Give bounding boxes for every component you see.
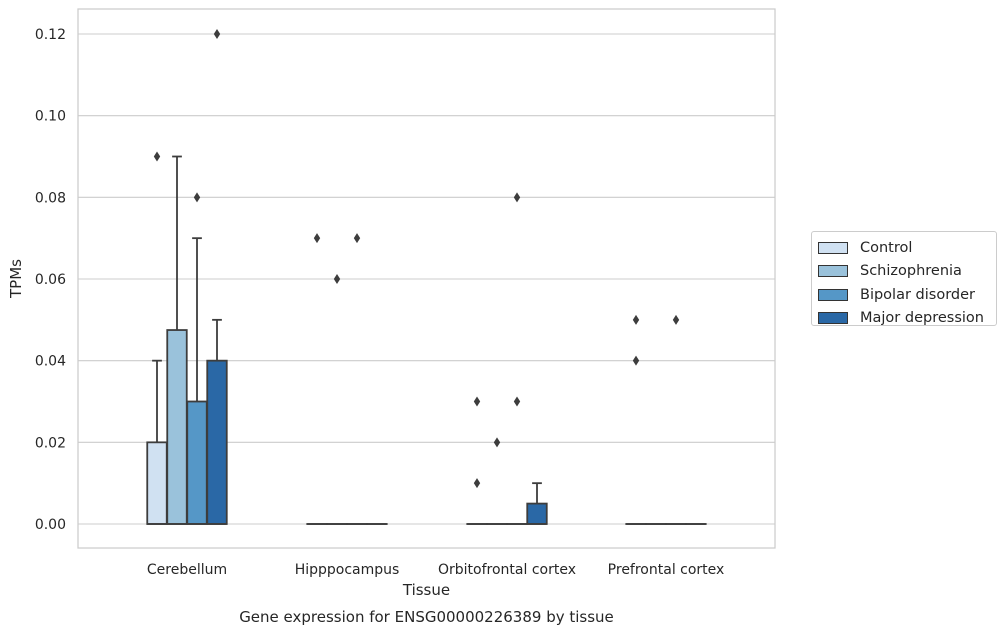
box: [146, 441, 168, 525]
box-schizophrenia: [166, 155, 188, 525]
outlier-point: [213, 29, 221, 39]
x-axis: Cerebellum Hipppocampus Orbitofrontal cort…: [147, 562, 724, 578]
box-control: [146, 151, 168, 525]
plot-frame: [77, 8, 776, 549]
y-tick-label: 0.10: [35, 109, 66, 125]
legend-item: Major depression: [818, 307, 996, 331]
y-tick-label: 0.12: [35, 27, 66, 43]
x-axis-title: Tissue: [402, 581, 450, 599]
outlier-point: [513, 192, 521, 203]
y-tick-label: 0.00: [35, 517, 66, 533]
box-bipolar-disorder: [346, 233, 368, 525]
outlier-point: [632, 314, 640, 325]
legend: Control Schizophrenia Bipolar disorder Majo…: [811, 231, 997, 326]
box: [186, 400, 208, 525]
outlier-point: [672, 314, 680, 325]
box-bipolar-disorder: [665, 314, 687, 525]
legend-swatch: [818, 265, 848, 278]
outlier-point: [333, 274, 341, 284]
box-bipolar-disorder: [506, 192, 528, 525]
y-tick-label: 0.04: [35, 354, 66, 370]
y-tick-label: 0.06: [35, 272, 66, 288]
legend-swatch: [818, 241, 848, 254]
box-schizophrenia: [486, 437, 508, 525]
y-tick-label: 0.08: [35, 190, 66, 206]
legend-swatch: [818, 288, 848, 301]
outlier-point: [193, 192, 201, 203]
outlier-point: [632, 355, 640, 366]
outlier-point: [473, 396, 481, 407]
outlier-point: [513, 396, 521, 407]
box: [166, 329, 188, 525]
legend-swatch: [818, 312, 848, 325]
y-axis: 0.00 0.02 0.04 0.06 0.08 0.10 0.12: [35, 27, 66, 533]
outlier-point: [473, 478, 481, 489]
box-control: [306, 233, 328, 525]
box-plot-area: [146, 29, 707, 525]
x-tick-label: Hipppocampus: [295, 562, 400, 578]
box-bipolar-disorder: [186, 192, 208, 525]
x-tick-label: Orbitofrontal cortex: [438, 562, 576, 578]
y-tick-label: 0.02: [35, 435, 66, 451]
y-axis-title: TPMs: [7, 259, 25, 299]
x-tick-label: Cerebellum: [147, 562, 227, 578]
box: [526, 502, 548, 525]
outlier-point: [353, 233, 361, 244]
legend-label: Control: [860, 239, 913, 256]
legend-item: Control: [818, 236, 996, 260]
outlier-point: [153, 151, 161, 162]
box-control: [625, 314, 647, 525]
legend-item: Schizophrenia: [818, 260, 996, 284]
x-tick-label: Prefrontal cortex: [608, 562, 725, 578]
box-control: [466, 396, 488, 525]
legend-item: Bipolar disorder: [818, 283, 996, 307]
legend-label: Schizophrenia: [860, 263, 962, 280]
legend-label: Major depression: [860, 310, 984, 327]
legend-label: Bipolar disorder: [860, 286, 975, 303]
outlier-point: [493, 437, 501, 448]
box: [206, 359, 228, 525]
box-major-depression: [526, 482, 548, 525]
outlier-point: [313, 233, 321, 244]
chart-title: Gene expression for ENSG00000226389 by t…: [239, 608, 614, 626]
box-major-depression: [206, 29, 228, 525]
box-schizophrenia: [326, 274, 348, 525]
